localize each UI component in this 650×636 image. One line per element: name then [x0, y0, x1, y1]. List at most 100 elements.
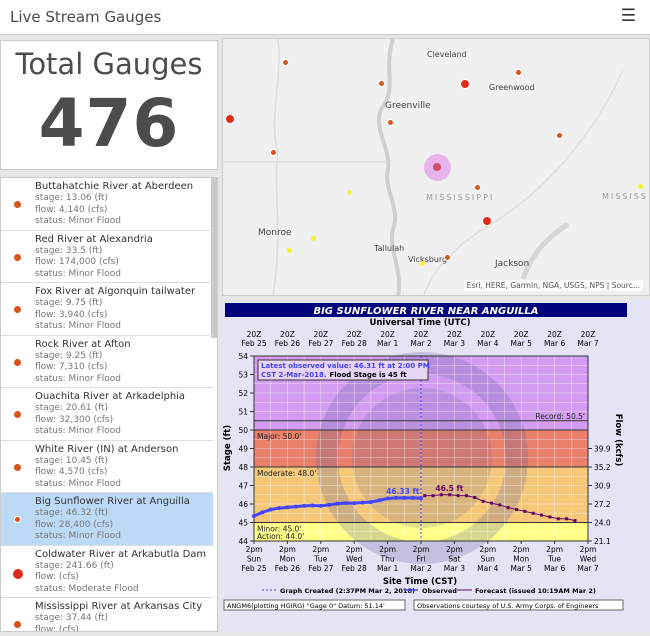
map-attribution[interactable]: Esri, HERE, Garmin, NGA, USGS, NPS | Sou…: [463, 280, 643, 291]
gauge-marker[interactable]: [377, 79, 385, 87]
gauge-marker[interactable]: [286, 247, 292, 253]
gauge-marker[interactable]: [310, 235, 316, 241]
gauge-marker[interactable]: [281, 58, 289, 66]
total-gauges-label: Total Gauges: [15, 47, 203, 81]
gauge-list-item[interactable]: Ouachita River at Arkadelphia stage: 20.…: [1, 388, 213, 441]
top-tick-label: 20Z: [514, 330, 529, 339]
observed-point: [335, 501, 340, 506]
forecast-point: [439, 493, 443, 497]
gauge-status: status: Minor Flood: [35, 373, 121, 384]
chart-title-bar: [225, 303, 627, 317]
gauge-status: status: Minor Flood: [35, 268, 121, 279]
threshold-label: Minor: 45.0': [257, 525, 302, 534]
top-axis-label: Universal Time (UTC): [369, 318, 470, 328]
observed-point: [310, 503, 315, 508]
gauge-list-item[interactable]: Red River at Alexandria stage: 33.5 (ft)…: [1, 231, 213, 283]
observed-point: [377, 498, 382, 503]
latest-date: CST 2-Mar-2018.: [261, 371, 327, 379]
gauge-marker[interactable]: [346, 189, 352, 195]
y-tick-label: 50: [238, 426, 248, 435]
status-dot-icon: [14, 463, 21, 471]
x-tick-label: Mar 3: [444, 564, 466, 573]
gauge-list-item[interactable]: Rock River at Afton stage: 9.25 (ft) flo…: [1, 336, 213, 388]
legend-created: Graph Created (2:37PM Mar 2, 2018): [280, 587, 415, 595]
gauge-status: status: Minor Flood: [35, 216, 121, 226]
y-tick-label: 45: [238, 519, 248, 528]
flood-stage-text: Flood Stage is 45 ft: [330, 371, 408, 379]
scrollbar[interactable]: [211, 178, 217, 338]
gauge-flow: flow: 3,940 (cfs): [35, 309, 108, 320]
gauge-list-item[interactable]: Coldwater River at Arkabutla Dam stage: …: [1, 546, 213, 598]
hamburger-icon[interactable]: ☰: [620, 6, 636, 26]
gauge-name: Rock River at Afton: [35, 338, 131, 350]
gauge-flow: flow: 7,310 (cfs): [35, 362, 108, 372]
y2-tick-label: 21.1: [594, 537, 611, 546]
gauge-marker[interactable]: [555, 131, 563, 139]
observed-point: [410, 495, 415, 500]
forecast-point: [556, 517, 560, 521]
x-tick-label: Sat: [448, 555, 460, 564]
gauge-list-item[interactable]: White River (IN) at Anderson stage: 10.4…: [1, 441, 213, 493]
total-gauges-count: 476: [38, 85, 180, 162]
y-tick-label: 46: [238, 500, 248, 509]
hydrograph-chart: BIG SUNFLOWER RIVER NEAR ANGUILLAUnivers…: [223, 303, 627, 611]
forecast-point: [489, 501, 493, 505]
observed-point: [277, 506, 282, 511]
top-tick-label: 20Z: [547, 330, 562, 339]
top-tick-label: Mar 6: [544, 339, 566, 348]
gauge-marker[interactable]: [443, 253, 451, 261]
x-tick-label: 2pm: [413, 545, 430, 554]
gauge-list-item[interactable]: Mississippi River at Arkansas City stage…: [1, 598, 213, 631]
gauge-status: status: Moderate Flood: [35, 583, 139, 594]
top-tick-label: Feb 27: [308, 339, 333, 348]
x-tick-label: Sun: [247, 555, 262, 564]
observed-point: [368, 500, 373, 505]
observed-point: [385, 496, 390, 501]
gauge-marker[interactable]: [482, 216, 492, 226]
observed-point: [360, 500, 365, 505]
observed-point: [252, 514, 256, 519]
observed-point: [260, 510, 265, 515]
x-tick-label: Feb 26: [275, 564, 300, 573]
gauge-stage: stage: 241.66 (ft): [35, 560, 114, 571]
gauge-marker[interactable]: [514, 68, 522, 76]
latest-value-text: CST 2-Mar-2018. Flood Stage is 45 ft: [261, 371, 407, 379]
gauge-marker[interactable]: [419, 260, 425, 266]
app-title: Live Stream Gauges: [10, 8, 162, 26]
latest-value-text: Latest observed value: 46.31 ft at 2:00 …: [261, 362, 430, 370]
gauge-marker[interactable]: [473, 183, 481, 191]
top-tick-label: Mar 7: [577, 339, 599, 348]
gauge-list[interactable]: Buttahatchie River at Aberdeen stage: 13…: [0, 177, 218, 632]
top-tick-label: 20Z: [347, 330, 362, 339]
gauge-name: Ouachita River at Arkadelphia: [35, 391, 186, 402]
observed-point: [343, 501, 348, 506]
y-tick-label: 51: [238, 408, 248, 417]
gauge-list-item[interactable]: Buttahatchie River at Aberdeen stage: 13…: [1, 178, 213, 231]
threshold-label: Record: 50.5': [535, 412, 585, 421]
gauge-marker[interactable]: [269, 148, 277, 156]
y2-tick-label: 35.2: [594, 463, 611, 472]
city-label: Cleveland: [427, 50, 467, 59]
gauge-list-item[interactable]: Big Sunflower River at Anguilla stage: 4…: [1, 493, 213, 546]
gauge-marker[interactable]: [225, 114, 235, 124]
x-tick-label: Fri: [417, 555, 426, 564]
status-dot-icon: [14, 358, 21, 366]
y-tick-label: 49: [238, 445, 248, 454]
gauge-marker[interactable]: [386, 118, 394, 126]
x-tick-label: Mar 6: [544, 564, 566, 573]
gauge-name: Red River at Alexandria: [35, 233, 153, 245]
gauge-list-item[interactable]: Fox River at Algonquin tailwater stage: …: [1, 283, 213, 336]
gauge-marker[interactable]: [460, 79, 470, 89]
top-tick-label: 20Z: [313, 330, 328, 339]
gauge-marker[interactable]: [637, 183, 643, 189]
footer-box: [413, 599, 624, 611]
x-tick-label: Feb 25: [241, 564, 266, 573]
forecast-point: [506, 506, 510, 510]
selected-gauge-marker[interactable]: [424, 154, 451, 181]
total-gauges-panel: Total Gauges 476: [0, 40, 218, 170]
legend-forecast: Forecast (issued 10:19AM Mar 2): [475, 587, 596, 595]
map[interactable]: Cleveland Greenwood Greenville Monroe Ta…: [222, 38, 650, 296]
observed-point: [393, 495, 398, 500]
threshold-label: Action: 44.0': [257, 532, 304, 541]
gauge-stage: stage: 33.5 (ft): [35, 245, 103, 256]
